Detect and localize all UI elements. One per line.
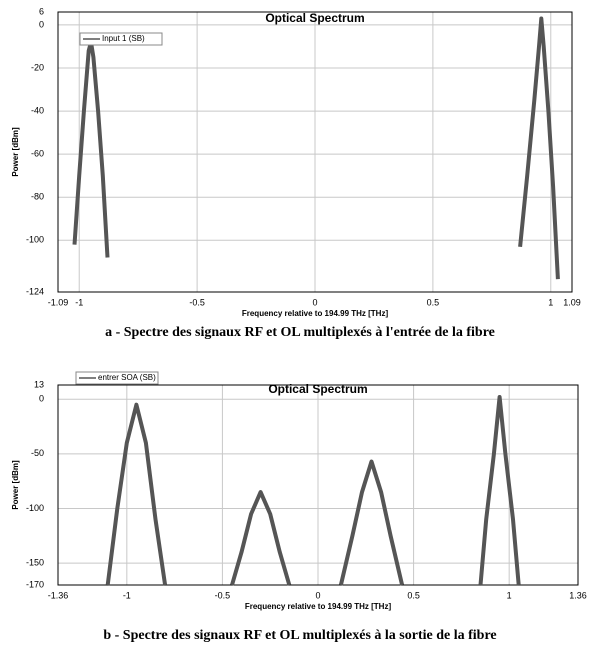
chart-title: Optical Spectrum (265, 11, 364, 25)
spectrum-line (105, 395, 521, 586)
x-tick-label: -0.5 (215, 590, 231, 600)
y-tick-label: -40 (31, 105, 44, 115)
x-tick-label: 1.36 (569, 590, 587, 600)
x-tick-label: -1.09 (48, 297, 69, 307)
y-tick-label: 0 (39, 394, 44, 404)
plot-frame (57, 11, 573, 293)
legend-label: entrer SOA (SB) (98, 373, 156, 382)
y-tick-label: -100 (26, 235, 44, 245)
x-tick-label: 0 (312, 297, 317, 307)
y-tick-label: 13 (34, 379, 44, 389)
plot-frame (57, 384, 579, 586)
y-axis-label: Power [dBm] (11, 127, 20, 177)
x-tick-label: 0.5 (407, 590, 420, 600)
chart-title: Optical Spectrum (268, 382, 367, 396)
y-tick-label: -100 (26, 503, 44, 513)
figure-caption: a - Spectre des signaux RF et OL multipl… (105, 325, 495, 340)
x-tick-label: 1.09 (563, 297, 581, 307)
y-tick-label: -170 (26, 579, 44, 589)
x-tick-label: 0.5 (427, 297, 440, 307)
legend-box (75, 371, 159, 385)
y-tick-label: -150 (26, 558, 44, 568)
y-tick-label: -60 (31, 149, 44, 159)
chart: 13 0 -50 -100 -150 -170 -1.36 -1 -0.5 0 0.5 1 1.36 en… (11, 371, 587, 643)
x-tick-label: 1 (507, 590, 512, 600)
x-tick-label: 1 (548, 297, 553, 307)
chart: 6 0 -20 -40 -60 -80 -100 -124 -1.09 -1 -0.5 0 0.5 1 1.… (11, 6, 581, 340)
y-tick-label: 6 (39, 6, 44, 16)
y-tick-label: -20 (31, 62, 44, 72)
y-tick-label: -50 (31, 448, 44, 458)
legend-label: Input 1 (SB) (102, 34, 145, 43)
x-tick-label: 0 (315, 590, 320, 600)
x-tick-label: -1 (123, 590, 131, 600)
x-axis-label: Frequency relative to 194.99 THz [THz] (242, 309, 389, 318)
y-tick-label: 0 (39, 19, 44, 29)
x-tick-label: -1 (75, 297, 83, 307)
legend-box (79, 32, 163, 46)
y-axis-label: Power [dBm] (11, 460, 20, 510)
x-tick-label: -0.5 (189, 297, 205, 307)
x-axis-label: Frequency relative to 194.99 THz [THz] (245, 602, 392, 611)
y-tick-label: -80 (31, 192, 44, 202)
x-tick-label: -1.36 (48, 590, 69, 600)
figure-caption: b - Spectre des signaux RF et OL multipl… (103, 628, 496, 643)
y-tick-label: -124 (26, 286, 44, 296)
